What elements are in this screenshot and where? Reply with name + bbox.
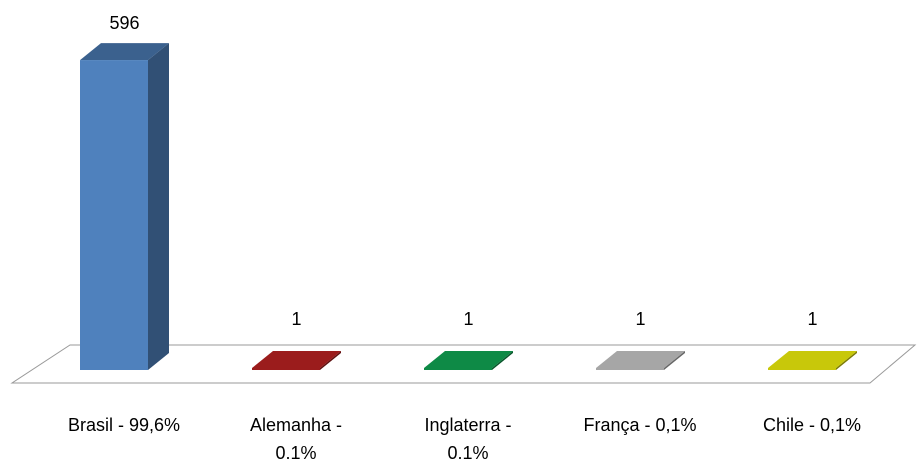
category-label: Alemanha -0.1% (250, 415, 342, 463)
bar-side (320, 351, 341, 370)
category-label: Inglaterra -0.1% (424, 415, 511, 463)
category-label: França - 0,1% (583, 415, 696, 435)
category-label: Chile - 0,1% (763, 415, 861, 435)
bar-front (80, 60, 148, 371)
bar-front (424, 368, 492, 370)
bars-group (80, 43, 857, 371)
bar-3 (424, 351, 513, 370)
bar-5 (768, 351, 857, 370)
bar-side (836, 351, 857, 370)
bar-side (148, 43, 169, 370)
bar-4 (596, 351, 685, 370)
bar-side (492, 351, 513, 370)
bar-top (80, 43, 169, 61)
bar-top (424, 351, 513, 368)
data-label: 1 (463, 309, 473, 329)
category-labels-group: Brasil - 99,6% Alemanha -0.1% Inglaterra -… (68, 415, 861, 463)
bar-1 (80, 43, 169, 371)
data-label: 1 (635, 309, 645, 329)
data-label: 596 (109, 13, 139, 33)
bar-top (768, 351, 857, 368)
data-labels-group: 596 1 1 1 1 (109, 13, 817, 329)
bar-front (596, 368, 664, 370)
bar-front (768, 368, 836, 370)
bar-2 (252, 351, 341, 370)
category-label: Brasil - 99,6% (68, 415, 180, 435)
bar-side (664, 351, 685, 370)
bar-top (596, 351, 685, 368)
bar-front (252, 368, 320, 370)
data-label: 1 (291, 309, 301, 329)
bar-top (252, 351, 341, 368)
data-label: 1 (807, 309, 817, 329)
